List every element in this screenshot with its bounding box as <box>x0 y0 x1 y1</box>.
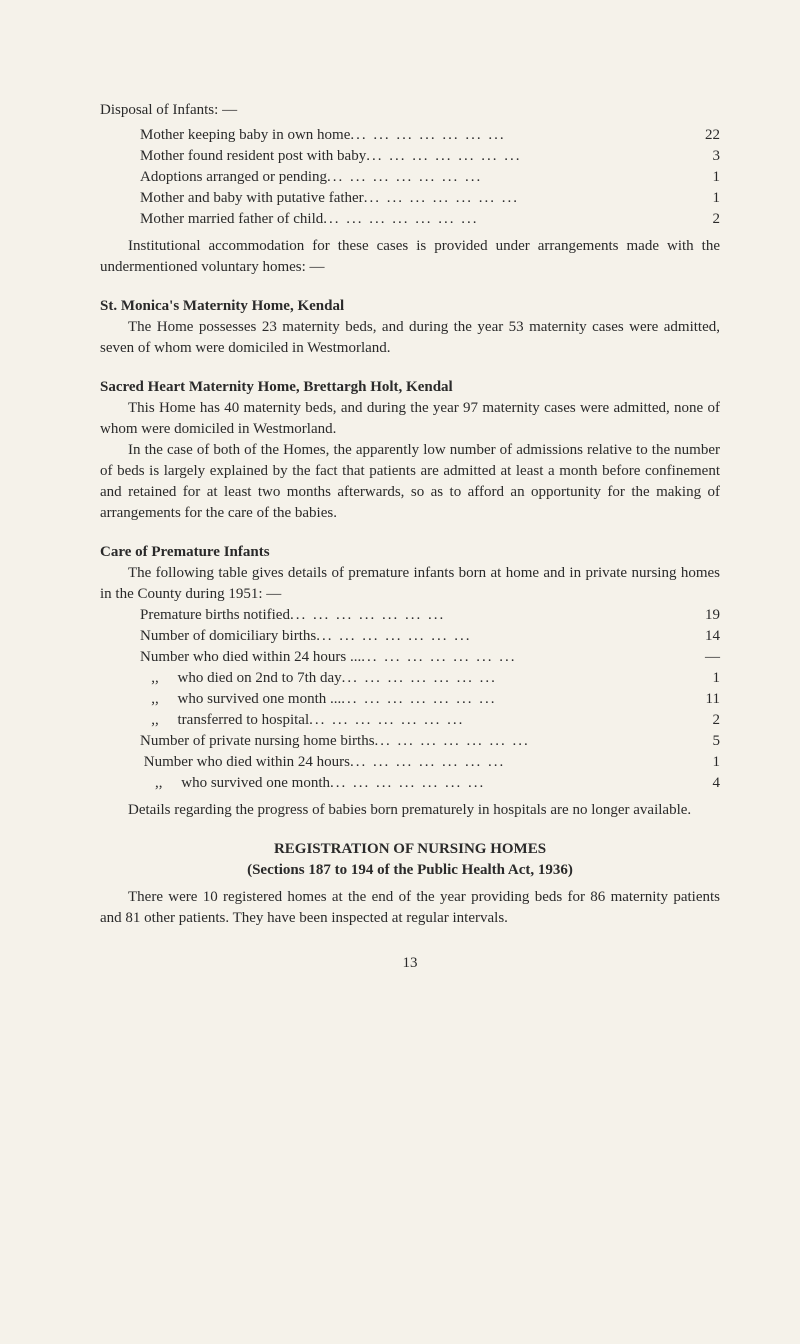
item-value: 11 <box>670 689 720 710</box>
list-item: Number of private nursing home births 5 <box>100 731 720 752</box>
list-item: Mother married father of child 2 <box>100 209 720 230</box>
disposal-paragraph: Institutional accommodation for these ca… <box>100 236 720 278</box>
item-value: — <box>670 647 720 668</box>
item-label: ,, transferred to hospital <box>100 710 309 731</box>
sacred-heart-paragraph-2: In the case of both of the Homes, the ap… <box>100 440 720 524</box>
item-label: Number of private nursing home births <box>100 731 375 752</box>
list-item: ,, who survived one month ... 11 <box>100 689 720 710</box>
list-item: Mother and baby with putative father 1 <box>100 188 720 209</box>
item-label: Mother and baby with putative father <box>100 188 364 209</box>
leader-dots <box>342 668 670 689</box>
leader-dots <box>316 626 670 647</box>
leader-dots <box>341 689 670 710</box>
item-value: 1 <box>670 752 720 773</box>
leader-dots <box>309 710 670 731</box>
item-value: 2 <box>670 710 720 731</box>
list-item: Number who died within 24 hours ... — <box>100 647 720 668</box>
item-value: 22 <box>670 125 720 146</box>
item-label: Mother found resident post with baby <box>100 146 366 167</box>
leader-dots <box>364 188 670 209</box>
list-item: ,, who survived one month 4 <box>100 773 720 794</box>
list-item: ,, who died on 2nd to 7th day 1 <box>100 668 720 689</box>
item-label: ,, who survived one month <box>100 773 330 794</box>
disposal-heading: Disposal of Infants: — <box>100 100 720 121</box>
item-value: 2 <box>670 209 720 230</box>
premature-heading: Care of Premature Infants <box>100 542 720 563</box>
item-label: ,, who survived one month ... <box>100 689 341 710</box>
item-label: Number of domiciliary births <box>100 626 316 647</box>
item-value: 3 <box>670 146 720 167</box>
list-item: Number of domiciliary births 14 <box>100 626 720 647</box>
st-monica-heading: St. Monica's Maternity Home, Kendal <box>100 296 720 317</box>
item-value: 5 <box>670 731 720 752</box>
sacred-heart-heading: Sacred Heart Maternity Home, Brettargh H… <box>100 377 720 398</box>
registration-paragraph: There were 10 registered homes at the en… <box>100 887 720 929</box>
document-page: Disposal of Infants: — Mother keeping ba… <box>0 0 800 1344</box>
registration-heading-1: REGISTRATION OF NURSING HOMES <box>100 839 720 860</box>
premature-list: Premature births notified 19 Number of d… <box>100 605 720 794</box>
page-number: 13 <box>100 953 720 974</box>
leader-dots <box>330 773 670 794</box>
item-value: 1 <box>670 167 720 188</box>
list-item: ,, transferred to hospital 2 <box>100 710 720 731</box>
list-item: Number who died within 24 hours 1 <box>100 752 720 773</box>
item-value: 19 <box>670 605 720 626</box>
registration-heading-2: (Sections 187 to 194 of the Public Healt… <box>100 860 720 881</box>
st-monica-paragraph: The Home possesses 23 maternity beds, an… <box>100 317 720 359</box>
sacred-heart-paragraph-1: This Home has 40 maternity beds, and dur… <box>100 398 720 440</box>
item-value: 4 <box>670 773 720 794</box>
premature-closing: Details regarding the progress of babies… <box>100 800 720 821</box>
list-item: Premature births notified 19 <box>100 605 720 626</box>
item-label: Adoptions arranged or pending <box>100 167 327 188</box>
premature-intro: The following table gives details of pre… <box>100 563 720 605</box>
leader-dots <box>366 146 670 167</box>
list-item: Mother found resident post with baby 3 <box>100 146 720 167</box>
leader-dots <box>361 647 670 668</box>
item-label: Mother keeping baby in own home <box>100 125 350 146</box>
leader-dots <box>323 209 670 230</box>
leader-dots <box>290 605 670 626</box>
item-label: ,, who died on 2nd to 7th day <box>100 668 342 689</box>
leader-dots <box>350 752 670 773</box>
list-item: Adoptions arranged or pending 1 <box>100 167 720 188</box>
item-label: Number who died within 24 hours ... <box>100 647 361 668</box>
list-item: Mother keeping baby in own home 22 <box>100 125 720 146</box>
item-value: 14 <box>670 626 720 647</box>
item-label: Number who died within 24 hours <box>100 752 350 773</box>
item-label: Premature births notified <box>100 605 290 626</box>
disposal-list: Mother keeping baby in own home 22 Mothe… <box>100 125 720 230</box>
leader-dots <box>327 167 670 188</box>
item-label: Mother married father of child <box>100 209 323 230</box>
leader-dots <box>350 125 670 146</box>
item-value: 1 <box>670 668 720 689</box>
item-value: 1 <box>670 188 720 209</box>
leader-dots <box>375 731 670 752</box>
